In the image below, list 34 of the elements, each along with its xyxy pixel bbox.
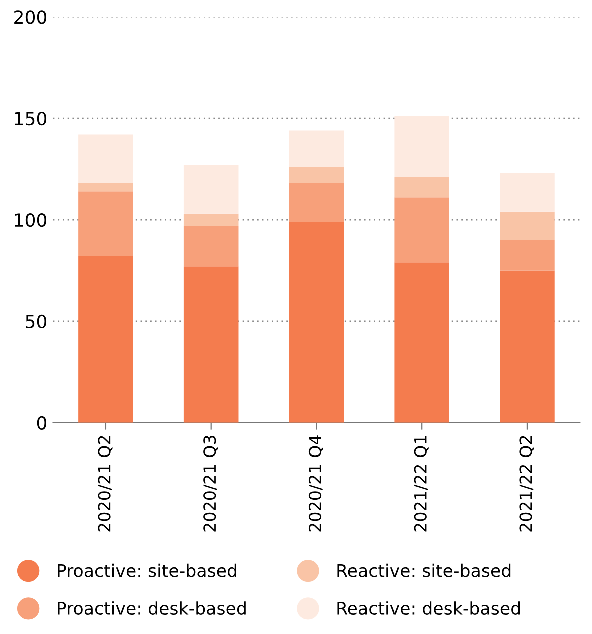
bar [289, 183, 344, 222]
bar [289, 130, 344, 168]
bar [500, 212, 555, 240]
y-tick-label: 0 [37, 416, 47, 430]
bar [500, 240, 555, 271]
x-tick-label: 2021/22 Q1 [414, 436, 429, 532]
bar [78, 192, 134, 257]
bar [394, 262, 450, 423]
x-tick-label: 2020/21 Q3 [204, 436, 218, 532]
legend-label: Proactive: desk-based [58, 602, 246, 616]
legend-label: Proactive: site-based [58, 564, 236, 578]
legend-label: Reactive: desk-based [338, 602, 520, 616]
x-tick-label: 2021/22 Q2 [520, 436, 534, 532]
bar [184, 214, 239, 226]
bar [500, 173, 555, 212]
y-tick-label: 100 [15, 213, 47, 228]
bar [184, 226, 239, 267]
bar [78, 134, 134, 184]
bar [500, 270, 555, 423]
y-tick-label: 150 [15, 112, 47, 126]
bar [394, 177, 450, 198]
bar [78, 256, 134, 423]
bar [289, 167, 344, 184]
bar [78, 183, 134, 192]
bar [394, 116, 450, 178]
x-tick-label: 2020/21 Q4 [308, 436, 324, 532]
bar [184, 165, 239, 214]
bar [394, 198, 450, 263]
x-tick-label: 2020/21 Q2 [98, 436, 113, 532]
legend-label: Reactive: site-based [338, 564, 511, 578]
bar [289, 222, 344, 423]
y-tick-label: 50 [26, 314, 47, 329]
bar [184, 266, 239, 423]
y-tick-label: 200 [14, 10, 47, 24]
